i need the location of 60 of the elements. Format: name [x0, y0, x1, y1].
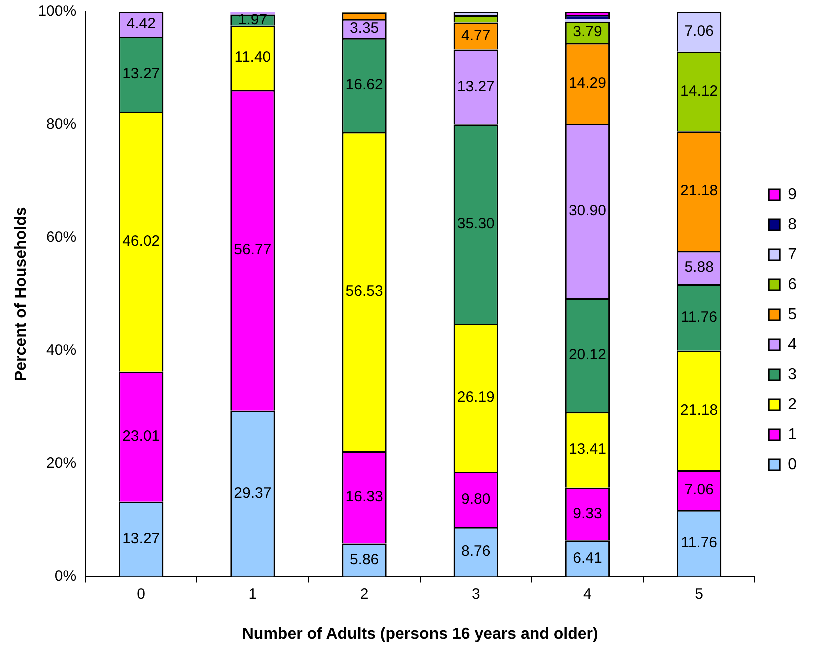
data-label: 4.77: [462, 27, 491, 44]
y-tick-label: 40%: [46, 342, 77, 360]
data-label: 23.01: [122, 428, 160, 446]
data-label: 5.86: [350, 551, 380, 568]
data-label: 3.35: [350, 20, 380, 37]
bar: [230, 12, 276, 15]
data-label: 13.41: [568, 441, 606, 458]
data-label: 20.12: [568, 346, 606, 364]
data-label: 4.42: [126, 16, 156, 33]
data-label: 56.77: [234, 242, 272, 259]
x-tick-label: 5: [695, 586, 704, 603]
data-label: 11.40: [234, 49, 272, 66]
legend-label: 5: [788, 306, 798, 324]
data-label: 21.18: [680, 402, 718, 419]
data-label: 16.62: [346, 76, 384, 94]
data-label: 6.41: [573, 550, 602, 567]
x-axis-title: Number of Adults (persons 16 years and older): [242, 626, 598, 643]
data-label: 3.79: [573, 24, 602, 41]
legend-label: 2: [788, 396, 798, 414]
legend-label: 3: [788, 366, 798, 384]
data-label: 9.80: [462, 490, 491, 508]
data-label: 13.27: [457, 78, 495, 96]
data-label: 14.29: [568, 74, 606, 92]
legend-label: 1: [788, 426, 798, 444]
legend-label: 0: [788, 456, 798, 474]
data-label: 9.33: [573, 505, 602, 522]
y-axis-title: Percent of Households: [13, 207, 30, 382]
data-label: 14.12: [680, 82, 718, 100]
x-tick-label: 4: [584, 586, 592, 603]
legend-label: 4: [788, 336, 798, 354]
data-label: 11.76: [681, 534, 718, 552]
data-label: 16.33: [346, 488, 384, 506]
x-tick-label: 2: [360, 586, 369, 603]
data-label: 30.90: [568, 202, 606, 220]
y-tick-label: 20%: [46, 454, 77, 472]
data-label: 11.76: [681, 308, 718, 326]
data-label: 21.18: [680, 182, 718, 200]
data-label: 13.27: [122, 530, 160, 548]
x-tick-label: 1: [248, 586, 258, 603]
x-tick-label: 3: [472, 586, 480, 603]
data-label: 46.02: [122, 233, 160, 250]
y-tick-label: 0%: [54, 568, 77, 585]
legend-label: 9: [788, 186, 798, 204]
x-tick-label: 0: [137, 586, 146, 603]
legend-label: 6: [788, 276, 798, 294]
data-label: 29.37: [234, 485, 272, 502]
legend-label: 7: [788, 246, 798, 264]
data-label: 26.19: [457, 389, 495, 406]
y-tick-label: 60%: [46, 229, 77, 246]
data-label: 8.76: [462, 543, 491, 560]
y-tick-label: 100%: [38, 3, 77, 20]
data-label: 56.53: [346, 282, 384, 300]
data-label: 13.27: [122, 66, 160, 83]
data-label: 7.06: [684, 482, 714, 499]
y-tick-label: 80%: [46, 116, 77, 134]
legend-label: 8: [788, 216, 798, 234]
data-label: 5.88: [684, 258, 714, 276]
data-label: 7.06: [684, 23, 714, 40]
bar: [565, 19, 610, 22]
data-label: 35.30: [457, 216, 495, 233]
